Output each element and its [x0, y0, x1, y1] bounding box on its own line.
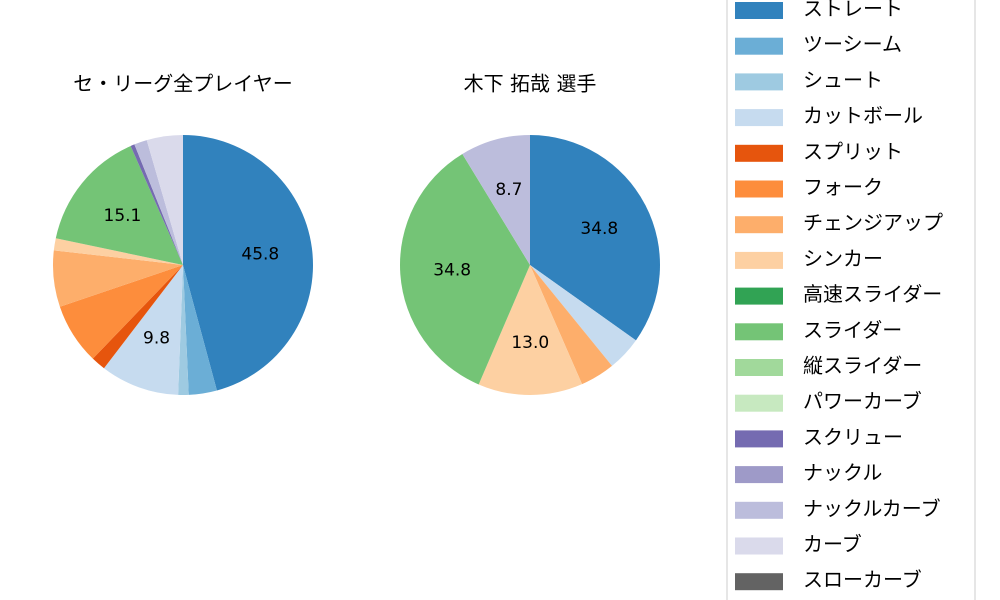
- pie-wedge: [183, 265, 217, 395]
- pie-wedge: [92, 265, 183, 369]
- legend-label: カットボール: [803, 104, 923, 128]
- legend-swatch: [735, 73, 783, 91]
- value-label: 34.8: [433, 261, 471, 281]
- legend-swatch: [735, 323, 783, 341]
- value-label: 45.8: [241, 245, 279, 265]
- legend-label: パワーカーブ: [803, 389, 922, 413]
- legend-swatch: [735, 466, 783, 484]
- pie-wedge: [530, 135, 661, 341]
- legend-label: フォーク: [803, 175, 883, 199]
- legend-swatch: [735, 251, 783, 269]
- pie-wedge: [183, 135, 313, 391]
- legend-swatch: [735, 180, 783, 198]
- legend-label: スライダー: [803, 318, 902, 342]
- pie-wedge: [103, 265, 183, 395]
- legend-label: ストレート: [803, 0, 903, 21]
- pie-wedge: [55, 146, 183, 265]
- pie-wedge: [462, 135, 530, 265]
- legend-swatch: [735, 359, 783, 376]
- pie-wedge: [53, 250, 184, 307]
- legend-frame: [726, 0, 976, 600]
- legend-swatch: [735, 109, 783, 127]
- value-label: 9.8: [143, 328, 170, 348]
- legend-swatch: [735, 537, 783, 555]
- value-label: 34.8: [580, 219, 618, 239]
- legend-swatch: [735, 2, 783, 19]
- value-label: 8.7: [495, 180, 522, 200]
- value-label: 15.1: [104, 206, 142, 226]
- legend-label: スローカーブ: [803, 568, 922, 592]
- value-label: 13.0: [511, 333, 549, 353]
- pie-wedge: [178, 265, 189, 395]
- legend-swatch: [735, 144, 783, 162]
- pie-wedge: [134, 140, 183, 265]
- legend-label: スクリュー: [803, 425, 903, 449]
- pie-wedge: [130, 144, 183, 265]
- legend-swatch: [735, 501, 783, 519]
- legend-swatch: [735, 573, 783, 591]
- pie-wedge: [530, 265, 636, 366]
- legend-label: チェンジアップ: [803, 211, 943, 235]
- legend-swatch: [735, 287, 783, 305]
- pie-wedge: [399, 153, 530, 385]
- legend-label: ナックル: [803, 461, 882, 485]
- chart-title: セ・リーグ全プレイヤー: [73, 72, 292, 96]
- legend-swatch: [735, 216, 783, 234]
- legend-swatch: [735, 37, 783, 55]
- pie-wedge: [53, 238, 183, 265]
- pie-wedge: [530, 265, 612, 385]
- legend-label: ツーシーム: [803, 32, 902, 56]
- legend-label: シュート: [803, 68, 883, 92]
- legend-label: カーブ: [803, 532, 862, 556]
- legend-swatch: [735, 430, 783, 448]
- legend-label: 縦スライダー: [803, 354, 922, 378]
- legend-label: 高速スライダー: [803, 282, 942, 306]
- pie-wedge: [146, 135, 183, 265]
- legend-label: ナックルカーブ: [803, 496, 941, 520]
- pie-wedge: [478, 265, 583, 395]
- pie-wedge: [59, 265, 183, 359]
- chart-title: 木下 拓哉 選手: [464, 72, 597, 96]
- legend-swatch: [735, 394, 783, 412]
- legend-label: シンカー: [803, 246, 883, 270]
- legend-label: スプリット: [803, 139, 903, 163]
